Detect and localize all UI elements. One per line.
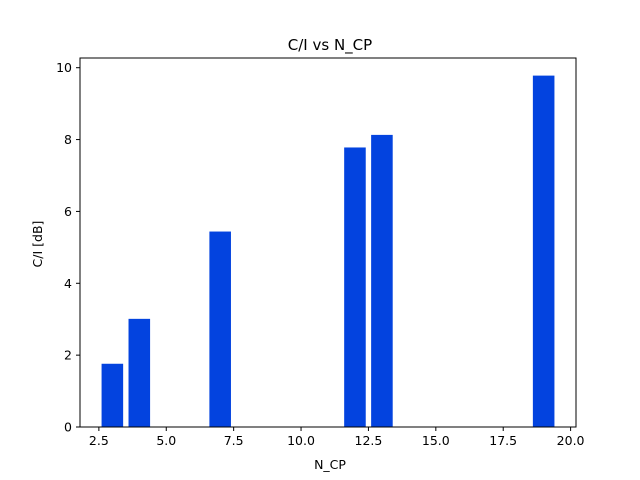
y-tick-label: 2: [64, 348, 72, 363]
bars-group: [101, 75, 555, 428]
bar-ncp-3: [101, 363, 124, 427]
bar-ncp-4: [128, 318, 151, 427]
x-tick-label: 20.0: [557, 433, 585, 448]
x-tick-label: 12.5: [355, 433, 383, 448]
y-axis-ticks: 0 2 4 6 8 10: [56, 60, 80, 435]
chart-title: C/I vs N_CP: [288, 36, 372, 55]
bar-ncp-7: [209, 231, 231, 427]
x-axis-label: N_CP: [314, 457, 346, 472]
x-tick-label: 5.0: [156, 433, 176, 448]
y-tick-label: 4: [64, 276, 72, 291]
x-tick-label: 7.5: [224, 433, 244, 448]
x-tick-label: 17.5: [489, 433, 517, 448]
x-tick-label: 2.5: [89, 433, 109, 448]
x-tick-label: 10.0: [287, 433, 315, 448]
y-tick-label: 8: [64, 132, 72, 147]
y-axis-label: C/I [dB]: [30, 221, 45, 268]
x-tick-label: 15.0: [422, 433, 450, 448]
bar-ncp-19: [532, 75, 555, 428]
y-tick-label: 0: [64, 420, 72, 435]
bar-ncp-12: [344, 147, 366, 427]
bar-ncp-13: [371, 134, 393, 427]
plot-frame: [79, 57, 577, 428]
x-axis-ticks: 2.5 5.0 7.5 10.0 12.5 15.0 17.5 20.0: [89, 427, 585, 448]
y-tick-label: 6: [64, 204, 72, 219]
y-tick-label: 10: [56, 60, 72, 75]
